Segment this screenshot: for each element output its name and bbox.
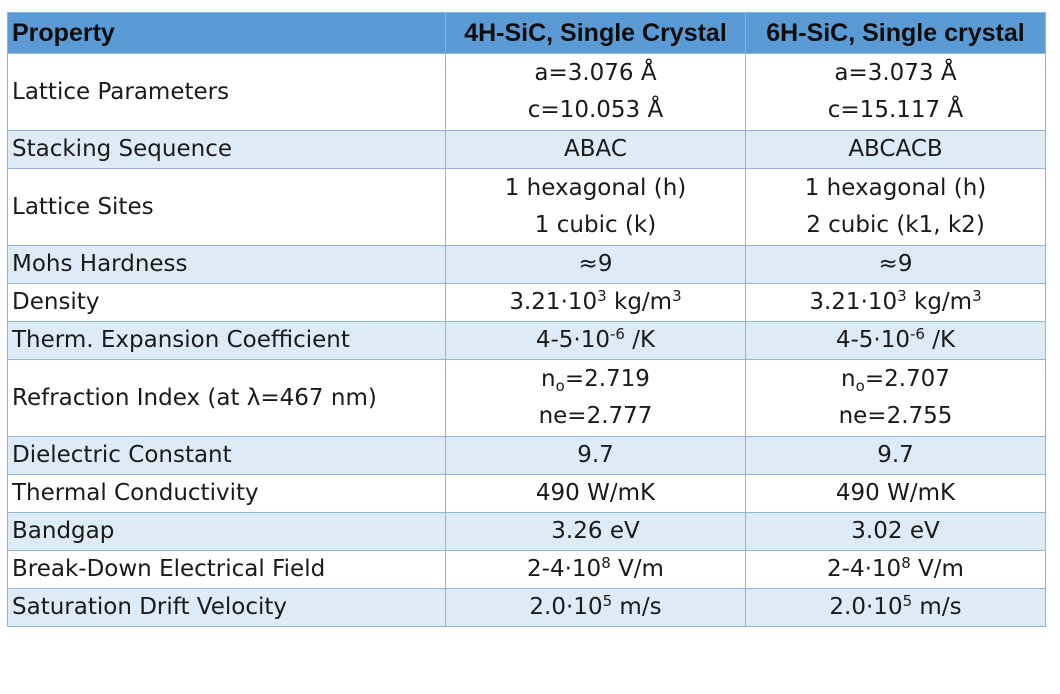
index-value: =2.707 — [864, 366, 950, 392]
sic-properties-table: Property 4H-SiC, Single Crystal 6H-SiC, … — [7, 12, 1046, 627]
table-row: Bandgap 3.26 eV 3.02 eV — [7, 512, 1046, 551]
value-6h: 3.21·103 kg/m3 — [745, 283, 1046, 322]
value-line: a=3.076 Å — [534, 60, 657, 86]
value-base: 2-4·10 — [527, 556, 602, 582]
property-label: Refraction Index (at λ=467 nm) — [7, 359, 446, 437]
value-base: 3.21·10 — [509, 289, 598, 315]
value-exponent: 3 — [897, 287, 907, 305]
value-6h: no=2.707 ne=2.755 — [745, 359, 1046, 437]
value-4h: 4-5·10-6 /K — [445, 321, 746, 360]
table-row: Lattice Sites 1 hexagonal (h) 1 cubic (k… — [7, 168, 1046, 246]
index-subscript: o — [855, 377, 865, 395]
value-line: 1 hexagonal (h) — [804, 175, 987, 201]
value-line: c=15.117 Å — [827, 97, 964, 123]
value-exponent: 3 — [597, 287, 607, 305]
value-exponent: 8 — [901, 554, 911, 572]
value-exponent: 5 — [602, 592, 613, 610]
value-line: a=3.073 Å — [834, 60, 957, 86]
value-line: c=10.053 Å — [527, 97, 664, 123]
property-label: Lattice Parameters — [7, 53, 446, 131]
header-4h-sic: 4H-SiC, Single Crystal — [445, 12, 746, 54]
unit-exponent: 3 — [672, 287, 682, 305]
header-6h-sic: 6H-SiC, Single crystal — [745, 12, 1046, 54]
value-6h: 2.0·105 m/s — [745, 588, 1046, 627]
table-row: Lattice Parameters a=3.076 Å c=10.053 Å … — [7, 53, 1046, 131]
value-4h: 2-4·108 V/m — [445, 550, 746, 589]
value-6h: 2-4·108 V/m — [745, 550, 1046, 589]
value-unit: V/m — [910, 556, 964, 582]
header-property: Property — [7, 12, 446, 54]
value-4h: ≈9 — [445, 245, 746, 284]
table-row: Saturation Drift Velocity 2.0·105 m/s 2.… — [7, 588, 1046, 627]
property-label: Saturation Drift Velocity — [7, 588, 446, 627]
table-row: Dielectric Constant 9.7 9.7 — [7, 436, 1046, 475]
value-line: 1 hexagonal (h) — [504, 175, 687, 201]
value-6h: 3.02 eV — [745, 512, 1046, 551]
value-line: 1 cubic (k) — [534, 212, 657, 238]
value-4h: a=3.076 Å c=10.053 Å — [445, 53, 746, 131]
value-unit: m/s — [912, 594, 962, 620]
value-4h: no=2.719 ne=2.777 — [445, 359, 746, 437]
value-line: ne=2.755 — [838, 403, 953, 429]
value-6h: 9.7 — [745, 436, 1046, 475]
value-exponent: -6 — [610, 325, 625, 343]
value-unit: kg/m — [606, 289, 673, 315]
value-line: no=2.719 — [450, 361, 741, 398]
value-4h: 1 hexagonal (h) 1 cubic (k) — [445, 168, 746, 246]
property-label: Therm. Expansion Coefficient — [7, 321, 446, 360]
index-symbol: n — [841, 366, 856, 392]
table-row: Mohs Hardness ≈9 ≈9 — [7, 245, 1046, 284]
value-exponent: 5 — [902, 592, 913, 610]
table-row: Refraction Index (at λ=467 nm) no=2.719 … — [7, 359, 1046, 437]
table-row: Break-Down Electrical Field 2-4·108 V/m … — [7, 550, 1046, 589]
value-4h: 3.26 eV — [445, 512, 746, 551]
value-4h: 9.7 — [445, 436, 746, 475]
index-symbol: n — [541, 366, 556, 392]
value-6h: 4-5·10-6 /K — [745, 321, 1046, 360]
property-label: Thermal Conductivity — [7, 474, 446, 513]
value-base: 2-4·10 — [827, 556, 902, 582]
value-4h: 490 W/mK — [445, 474, 746, 513]
value-line: ne=2.777 — [538, 403, 653, 429]
value-6h: ABCACB — [745, 130, 1046, 169]
value-base: 4-5·10 — [535, 327, 611, 353]
value-exponent: 8 — [601, 554, 611, 572]
property-label: Break-Down Electrical Field — [7, 550, 446, 589]
value-unit: m/s — [612, 594, 662, 620]
property-label: Dielectric Constant — [7, 436, 446, 475]
value-6h: ≈9 — [745, 245, 1046, 284]
value-6h: a=3.073 Å c=15.117 Å — [745, 53, 1046, 131]
property-label: Density — [7, 283, 446, 322]
value-unit: kg/m — [906, 289, 973, 315]
value-line: 2 cubic (k1, k2) — [806, 212, 985, 238]
table-row: Density 3.21·103 kg/m3 3.21·103 kg/m3 — [7, 283, 1046, 322]
header-row: Property 4H-SiC, Single Crystal 6H-SiC, … — [7, 12, 1046, 54]
table-row: Thermal Conductivity 490 W/mK 490 W/mK — [7, 474, 1046, 513]
value-6h: 490 W/mK — [745, 474, 1046, 513]
value-base: 2.0·10 — [529, 594, 603, 620]
value-base: 4-5·10 — [835, 327, 911, 353]
table-row: Therm. Expansion Coefficient 4-5·10-6 /K… — [7, 321, 1046, 360]
property-label: Bandgap — [7, 512, 446, 551]
value-base: 2.0·10 — [829, 594, 903, 620]
value-unit: V/m — [610, 556, 664, 582]
unit-exponent: 3 — [972, 287, 982, 305]
value-6h: 1 hexagonal (h) 2 cubic (k1, k2) — [745, 168, 1046, 246]
index-subscript: o — [555, 377, 565, 395]
index-value: =2.719 — [564, 366, 650, 392]
value-base: 3.21·10 — [809, 289, 898, 315]
value-unit: /K — [924, 327, 956, 353]
value-unit: /K — [624, 327, 656, 353]
property-label: Lattice Sites — [7, 168, 446, 246]
property-label: Mohs Hardness — [7, 245, 446, 284]
value-4h: ABAC — [445, 130, 746, 169]
property-label: Stacking Sequence — [7, 130, 446, 169]
value-line: no=2.707 — [750, 361, 1041, 398]
value-4h: 2.0·105 m/s — [445, 588, 746, 627]
table-row: Stacking Sequence ABAC ABCACB — [7, 130, 1046, 169]
value-exponent: -6 — [910, 325, 925, 343]
value-4h: 3.21·103 kg/m3 — [445, 283, 746, 322]
